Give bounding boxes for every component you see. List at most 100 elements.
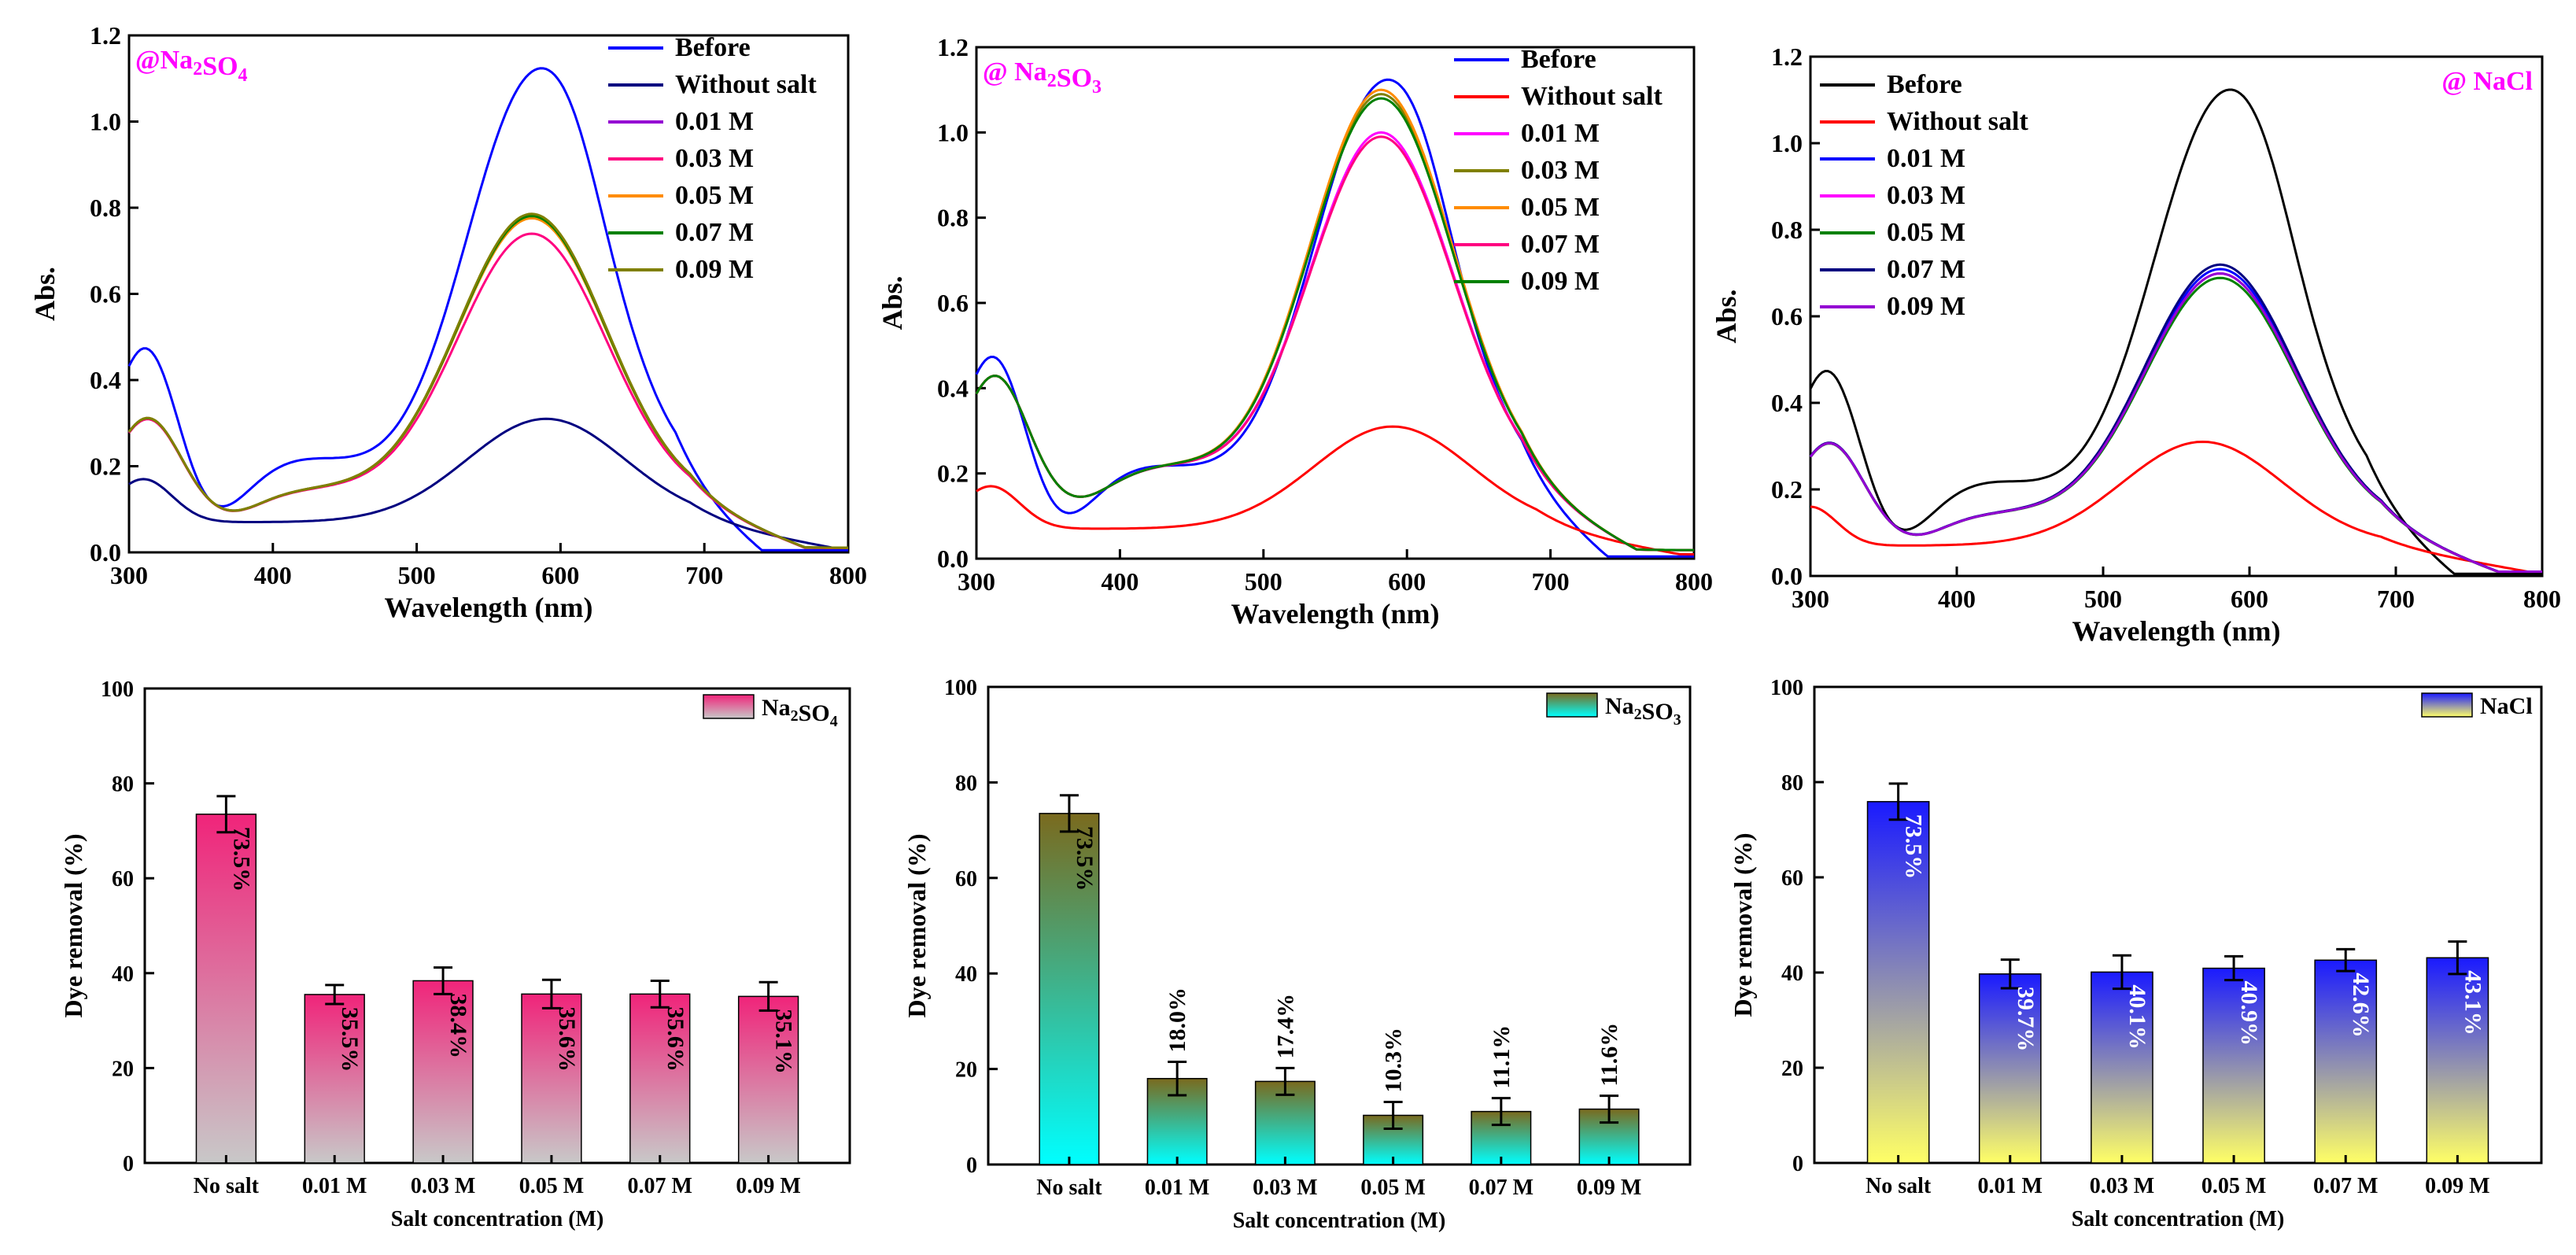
title-subscript: 2 bbox=[1047, 71, 1057, 91]
x-tick-label: 0.07 M bbox=[628, 1174, 692, 1198]
x-axis-label: Salt concentration (M) bbox=[391, 1207, 604, 1231]
title-subscript: 3 bbox=[1092, 77, 1102, 98]
legend-label: Before bbox=[1521, 45, 1596, 74]
title-part: SO bbox=[1057, 64, 1092, 93]
y-tick-label: 0.2 bbox=[90, 452, 121, 481]
legend-label: 0.03 M bbox=[1521, 156, 1600, 185]
x-tick-label: 800 bbox=[2523, 585, 2561, 613]
x-axis-label: Wavelength (nm) bbox=[1231, 598, 1440, 629]
series-line bbox=[1809, 88, 2542, 575]
y-tick-label: 0.8 bbox=[90, 194, 121, 222]
x-tick-label: 700 bbox=[685, 561, 723, 589]
bar-data-label: 42.6% bbox=[2348, 973, 2374, 1038]
x-tick-label: 800 bbox=[829, 561, 867, 589]
bar-data-label: 35.6% bbox=[554, 1006, 580, 1072]
y-tick-label: 1.2 bbox=[90, 21, 121, 50]
legend-label: 0.09 M bbox=[1887, 292, 1965, 321]
y-tick-label: 60 bbox=[955, 867, 977, 891]
legend-subscript: 3 bbox=[1674, 711, 1681, 729]
x-tick-label: 500 bbox=[1245, 567, 1282, 596]
x-tick-label: 300 bbox=[958, 567, 995, 596]
bar bbox=[195, 814, 257, 1164]
legend-label: Without salt bbox=[1521, 82, 1663, 111]
legend-label: Without salt bbox=[675, 70, 817, 99]
y-tick-label: 0.0 bbox=[90, 538, 121, 567]
y-tick-label: 40 bbox=[955, 962, 977, 987]
legend-label: 0.03 M bbox=[675, 144, 754, 173]
legend-label: Na2SO4 bbox=[762, 695, 838, 730]
x-tick-label: 0.01 M bbox=[1978, 1174, 2043, 1198]
y-tick-label: 0.6 bbox=[90, 280, 121, 308]
legend-label: 0.05 M bbox=[1521, 193, 1600, 222]
legend-part: SO bbox=[1642, 699, 1674, 725]
x-tick-label: 300 bbox=[110, 561, 148, 589]
y-tick-label: 0.8 bbox=[1771, 216, 1803, 244]
series-line bbox=[975, 78, 1694, 558]
x-tick-label: 0.09 M bbox=[736, 1174, 800, 1198]
y-tick-label: 1.0 bbox=[937, 118, 969, 146]
x-tick-label: 0.07 M bbox=[1469, 1176, 1533, 1200]
y-tick-label: 0.2 bbox=[1771, 475, 1803, 504]
x-tick-label: 300 bbox=[1792, 585, 1829, 613]
legend-label: 0.07 M bbox=[675, 218, 754, 247]
bar bbox=[521, 993, 582, 1164]
bar-data-label: 18.0% bbox=[1164, 987, 1190, 1053]
legend-part: NaCl bbox=[2480, 693, 2533, 719]
title-part: SO bbox=[202, 52, 238, 81]
legend-label: 0.09 M bbox=[1521, 267, 1600, 296]
series-line bbox=[976, 425, 1694, 556]
x-tick-label: 0.07 M bbox=[2313, 1174, 2378, 1198]
bar-data-label: 11.6% bbox=[1596, 1023, 1622, 1087]
x-axis-label: Salt concentration (M) bbox=[1233, 1209, 1446, 1233]
y-tick-label: 80 bbox=[112, 773, 134, 797]
plot-frame bbox=[1813, 685, 2543, 1165]
x-tick-label: 400 bbox=[1938, 585, 1976, 613]
y-tick-label: 20 bbox=[1781, 1057, 1803, 1081]
x-axis-label: Salt concentration (M) bbox=[2072, 1207, 2285, 1231]
y-tick-label: 40 bbox=[1781, 962, 1803, 986]
chart-title: @Na2SO4 bbox=[135, 46, 248, 86]
x-tick-label: 500 bbox=[2084, 585, 2122, 613]
bar bbox=[2314, 959, 2378, 1164]
y-tick-label: 1.0 bbox=[90, 108, 121, 136]
legend-label: 0.07 M bbox=[1521, 230, 1600, 259]
y-tick-label: 0 bbox=[1792, 1152, 1803, 1176]
bar-data-label: 10.3% bbox=[1381, 1028, 1407, 1093]
bar-data-label: 73.5% bbox=[1072, 826, 1098, 891]
bar-chart-1: 0 20 40 60 80 100 Dye removal (%) Salt concentr… bbox=[59, 677, 851, 1231]
y-tick-label: 0.0 bbox=[1771, 562, 1803, 590]
y-tick-label: 100 bbox=[101, 677, 134, 702]
legend-label: 0.07 M bbox=[1887, 255, 1965, 284]
legend-label: Before bbox=[675, 33, 751, 62]
y-tick-label: 0.6 bbox=[937, 289, 969, 317]
legend-swatch bbox=[1546, 692, 1598, 718]
title-subscript: 4 bbox=[238, 65, 248, 86]
x-tick-label: 0.01 M bbox=[1145, 1176, 1209, 1200]
series-line bbox=[127, 212, 849, 549]
x-tick-label: 0.09 M bbox=[1577, 1176, 1641, 1200]
x-tick-label: No salt bbox=[1866, 1174, 1932, 1198]
y-axis-label: Abs. bbox=[1711, 289, 1742, 343]
legend-part: Na bbox=[1605, 693, 1634, 719]
bar bbox=[2202, 967, 2265, 1164]
bar bbox=[1978, 973, 2042, 1164]
bar-data-label: 35.5% bbox=[337, 1007, 363, 1072]
line-chart-2: 300 400 500 600 700 800 0.0 0.2 0.4 0.6 0.8 1.0 1.2 W… bbox=[877, 33, 1713, 629]
x-tick-label: 0.03 M bbox=[2090, 1174, 2154, 1198]
legend-label: 0.01 M bbox=[1887, 144, 1965, 173]
legend-label: 0.03 M bbox=[1887, 181, 1965, 210]
legend-subscript: 2 bbox=[1634, 706, 1642, 723]
bar bbox=[2091, 971, 2153, 1164]
bar-data-label: 43.1% bbox=[2460, 970, 2486, 1035]
bar-chart-2: 0 20 40 60 80 100 Dye removal (%) Salt concentr… bbox=[902, 676, 1692, 1233]
x-tick-label: 600 bbox=[1388, 567, 1426, 596]
x-tick-label: No salt bbox=[1036, 1176, 1102, 1200]
y-tick-label: 0.4 bbox=[1771, 389, 1803, 417]
legend-label: Before bbox=[1887, 70, 1962, 99]
legend-label: 0.01 M bbox=[1521, 119, 1600, 148]
y-tick-label: 20 bbox=[955, 1058, 977, 1083]
x-tick-label: 700 bbox=[1532, 567, 1570, 596]
bar-data-label: 11.1% bbox=[1489, 1025, 1515, 1089]
bar bbox=[304, 994, 365, 1164]
